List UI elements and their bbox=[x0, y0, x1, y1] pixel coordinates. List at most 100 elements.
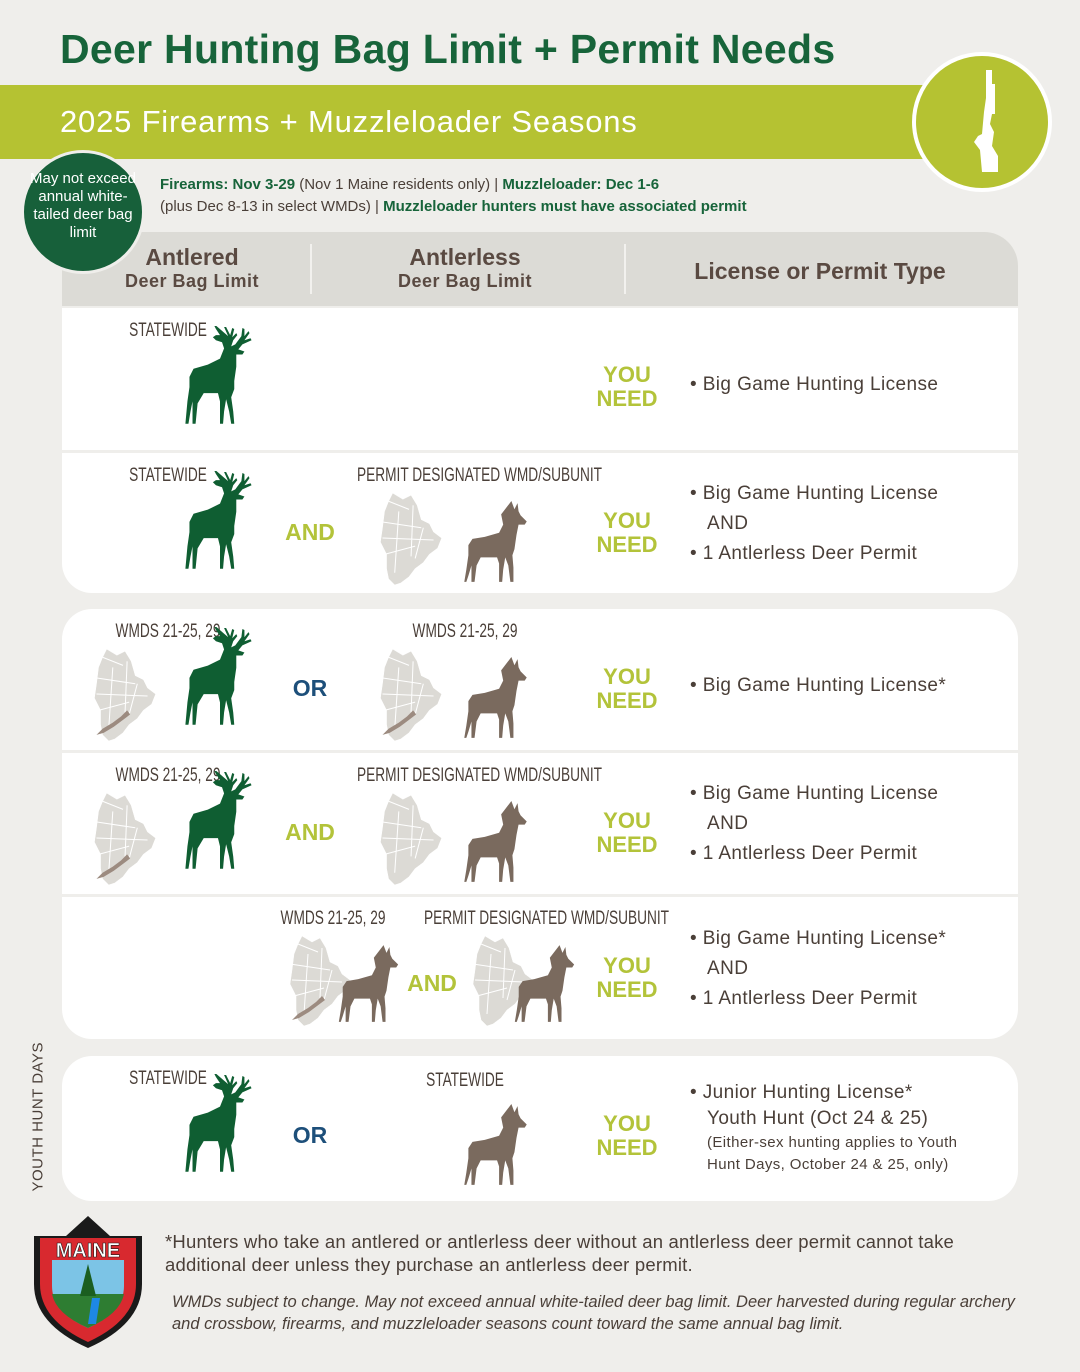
license-item: • Big Game Hunting License bbox=[690, 374, 939, 395]
you-need-label: YOU NEED bbox=[587, 954, 667, 1002]
need-text: NEED bbox=[596, 688, 658, 713]
right-area-label: PERMIT DESIGNATED WMD/SUBUNIT bbox=[424, 908, 669, 929]
right-area-label: PERMIT DESIGNATED WMD/SUBUNIT bbox=[357, 765, 602, 786]
subtitle: 2025 Firearms + Muzzleloader Seasons bbox=[60, 104, 638, 139]
you-need-label: YOU NEED bbox=[587, 809, 667, 857]
license-item: • 1 Antlerless Deer Permit bbox=[690, 843, 918, 864]
table-header: Antlered Deer Bag Limit Antlerless Deer Ba… bbox=[62, 232, 1018, 306]
license-item: • Big Game Hunting License bbox=[690, 783, 939, 804]
you-need-label: YOU NEED bbox=[587, 509, 667, 557]
you-need-label: YOU NEED bbox=[587, 1112, 667, 1160]
license-item: (Either-sex hunting applies to Youth bbox=[707, 1134, 958, 1151]
rifle-icon bbox=[912, 52, 1052, 192]
license-item: AND bbox=[707, 813, 749, 834]
left-area-label: STATEWIDE bbox=[129, 320, 207, 341]
license-item: Youth Hunt (Oct 24 & 25) bbox=[707, 1108, 929, 1129]
divider bbox=[62, 750, 1018, 753]
maine-map-icon bbox=[88, 647, 156, 741]
antlered-deer-icon bbox=[177, 627, 263, 741]
maine-map-icon bbox=[88, 346, 156, 440]
license-item: • 1 Antlerless Deer Permit bbox=[690, 543, 918, 564]
you-text: YOU bbox=[603, 1111, 651, 1136]
header-antlerless-title: Antlerless bbox=[409, 244, 521, 270]
header-antlered: Antlered Deer Bag Limit bbox=[62, 244, 322, 292]
maine-map-icon bbox=[374, 647, 442, 741]
connector: AND bbox=[285, 819, 335, 845]
you-need-label: YOU NEED bbox=[587, 665, 667, 713]
page-title: Deer Hunting Bag Limit + Permit Needs bbox=[60, 26, 836, 72]
muzzleloader-dates: Muzzleloader: Dec 1-6 bbox=[502, 176, 660, 193]
need-text: NEED bbox=[596, 1135, 658, 1160]
header-antlered-sub: Deer Bag Limit bbox=[124, 271, 260, 291]
left-area-label: STATEWIDE bbox=[129, 465, 207, 486]
maine-map-icon bbox=[88, 491, 156, 585]
you-need-label: YOU NEED bbox=[587, 363, 667, 411]
license-list: • Big Game Hunting License* AND • 1 Antler… bbox=[690, 924, 946, 1014]
you-text: YOU bbox=[603, 808, 651, 833]
antlerless-deer-icon bbox=[458, 799, 532, 885]
you-text: YOU bbox=[603, 508, 651, 533]
season-dates-line-1: Firearms: Nov 3-29 (Nov 1 Maine resident… bbox=[160, 176, 659, 193]
youth-hunt-days-text: YOUTH HUNT DAYS bbox=[29, 1042, 47, 1192]
header-antlerless-sub: Deer Bag Limit bbox=[397, 271, 533, 291]
left-area-label: WMDS 21-25, 29 bbox=[115, 621, 221, 642]
license-item: • Big Game Hunting License* bbox=[690, 928, 947, 949]
left-area-label: WMDS 21-25, 29 bbox=[115, 765, 221, 786]
need-text: NEED bbox=[596, 386, 658, 411]
bag-limit-badge: May not exceed annual white-tailed deer … bbox=[21, 150, 145, 274]
header-license-type: License or Permit Type bbox=[694, 258, 946, 284]
antlerless-deer-icon bbox=[509, 942, 579, 1026]
season-dates-line-2: (plus Dec 8-13 in select WMDs) | Muzzlel… bbox=[160, 198, 747, 215]
connector: AND bbox=[285, 519, 335, 545]
you-text: YOU bbox=[603, 664, 651, 689]
antlerless-deer-icon bbox=[458, 1102, 532, 1188]
right-area-label: WMDS 21-25, 29 bbox=[412, 621, 518, 642]
license-item: • Junior Hunting License* bbox=[690, 1082, 913, 1103]
svg-text:MAINE: MAINE bbox=[56, 1240, 120, 1262]
you-text: YOU bbox=[603, 953, 651, 978]
license-item: • Big Game Hunting License bbox=[690, 483, 939, 504]
need-text: NEED bbox=[596, 977, 658, 1002]
license-list: • Junior Hunting License* Youth Hunt (Oct… bbox=[690, 1080, 957, 1176]
maine-map-icon bbox=[374, 791, 442, 885]
dates-text: (plus Dec 8-13 in select WMDs) | bbox=[160, 198, 384, 215]
antlerless-deer-icon bbox=[458, 499, 532, 585]
license-item: • Big Game Hunting License* bbox=[690, 675, 947, 696]
license-item: AND bbox=[707, 958, 749, 979]
header-antlerless: Antlerless Deer Bag Limit bbox=[315, 244, 615, 292]
dates-text: (Nov 1 Maine residents only) | bbox=[295, 176, 503, 193]
firearms-dates: Firearms: Nov 3-29 bbox=[160, 176, 296, 193]
maine-map-icon bbox=[374, 491, 442, 585]
need-text: NEED bbox=[596, 832, 658, 857]
divider bbox=[62, 894, 1018, 897]
header-antlered-title: Antlered bbox=[145, 244, 239, 270]
antlered-deer-icon bbox=[177, 326, 263, 440]
right-area-label: PERMIT DESIGNATED WMD/SUBUNIT bbox=[357, 465, 602, 486]
license-list: • Big Game Hunting License bbox=[690, 370, 938, 400]
antlerless-deer-icon bbox=[458, 655, 532, 741]
need-text: NEED bbox=[596, 532, 658, 557]
license-list: • Big Game Hunting License AND • 1 Antlerl… bbox=[690, 479, 938, 569]
footnote: *Hunters who take an antlered or antlerl… bbox=[165, 1231, 955, 1275]
left-area-label: STATEWIDE bbox=[129, 1068, 207, 1089]
divider bbox=[62, 450, 1018, 453]
maine-map-icon bbox=[88, 791, 156, 885]
antlered-deer-icon bbox=[177, 471, 263, 585]
license-list: • Big Game Hunting License* bbox=[690, 671, 946, 701]
license-item: Hunt Days, October 24 & 25, only) bbox=[707, 1156, 949, 1173]
youth-hunt-days-label: YOUTH HUNT DAYS bbox=[18, 1042, 58, 1195]
divider bbox=[310, 244, 312, 294]
right-area-label: STATEWIDE bbox=[426, 1070, 504, 1091]
connector: OR bbox=[292, 1122, 328, 1148]
divider bbox=[624, 244, 626, 294]
left-area-label: WMDS 21-25, 29 bbox=[280, 908, 386, 929]
subtitle-band bbox=[0, 85, 930, 159]
maine-map-icon bbox=[88, 1094, 156, 1188]
maine-ifw-logo: MAINE bbox=[30, 1214, 146, 1350]
muzzleloader-permit-note: Muzzleloader hunters must have associate… bbox=[383, 198, 747, 215]
license-item: • 1 Antlerless Deer Permit bbox=[690, 988, 918, 1009]
you-text: YOU bbox=[603, 362, 651, 387]
antlered-deer-icon bbox=[177, 1074, 263, 1188]
connector: OR bbox=[292, 675, 328, 701]
disclaimer-note: WMDs subject to change. May not exceed a… bbox=[172, 1293, 1015, 1333]
